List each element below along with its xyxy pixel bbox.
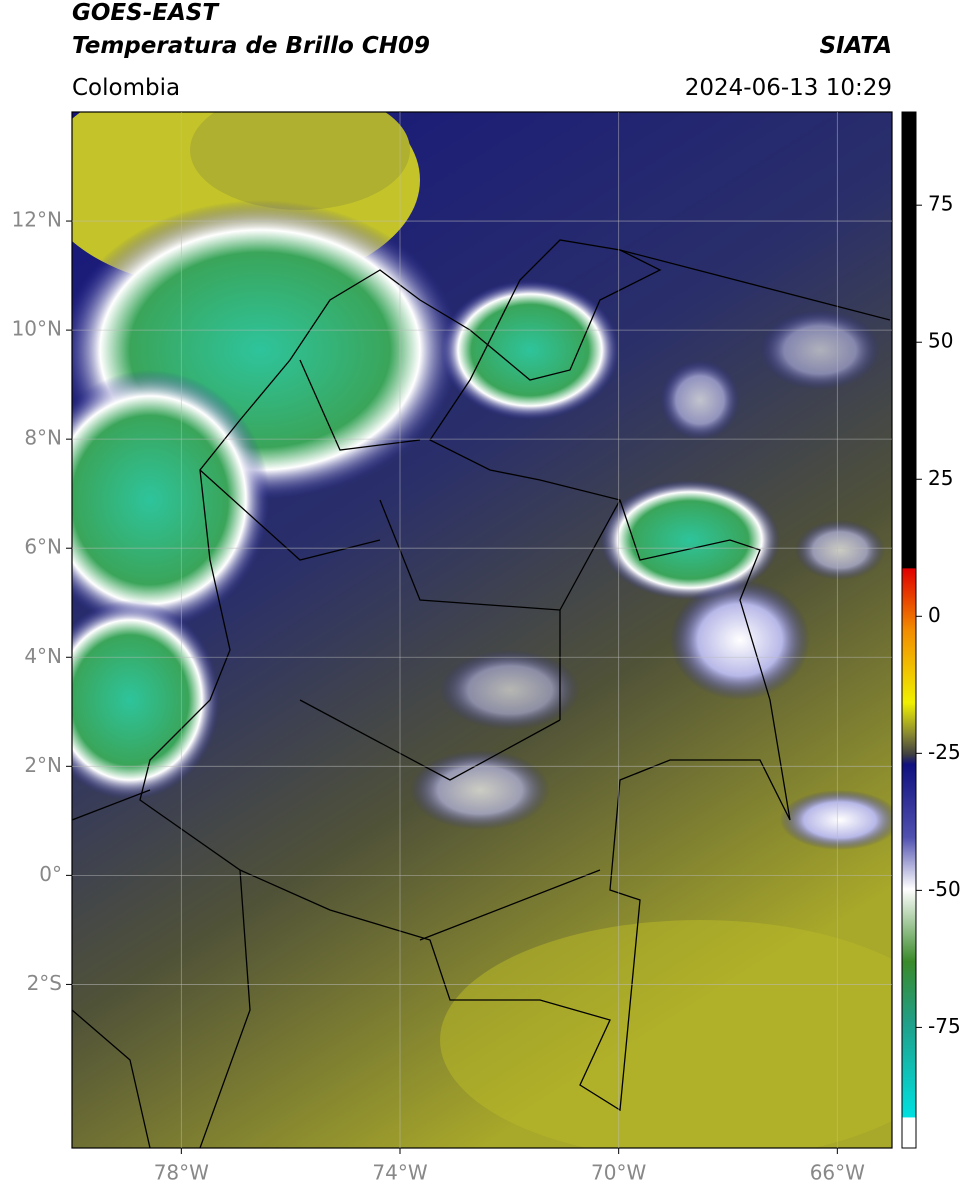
x-tick-label: 78°W — [154, 1161, 209, 1185]
colorbar-tick-label: -50 — [928, 877, 961, 901]
y-tick-label: 10°N — [12, 317, 62, 341]
map-frame — [71, 111, 893, 1149]
y-tick-label: 12°N — [12, 208, 62, 232]
colorbar-tick-label: -75 — [928, 1014, 961, 1038]
colorbar-tick-label: 25 — [928, 466, 953, 490]
colorbar-tick-label: -25 — [928, 740, 961, 764]
x-tick-label: 70°W — [591, 1161, 646, 1185]
y-tick-label: 0° — [39, 862, 62, 886]
region: Colombia — [72, 75, 180, 101]
colorbar-tick-label: 75 — [928, 192, 953, 216]
title: Temperatura de Brillo CH09 — [72, 33, 430, 59]
title: GOES-EAST — [72, 0, 220, 26]
datetime: 2024-06-13 10:29 — [685, 75, 892, 101]
satellite-image — [72, 112, 892, 1148]
y-tick-label: 8°N — [24, 426, 62, 450]
colorbar-tick-label: 0 — [928, 603, 941, 627]
colorbar-tick-label: 50 — [928, 329, 953, 353]
y-tick-label: 6°N — [24, 535, 62, 559]
y-tick-label: 2°S — [27, 971, 62, 995]
y-tick-label: 2°N — [24, 753, 62, 777]
x-tick-label: 66°W — [810, 1161, 865, 1185]
y-tick-label: 4°N — [24, 644, 62, 668]
colorbar — [901, 111, 917, 1149]
source: SIATA — [820, 33, 892, 59]
x-tick-label: 74°W — [372, 1161, 427, 1185]
